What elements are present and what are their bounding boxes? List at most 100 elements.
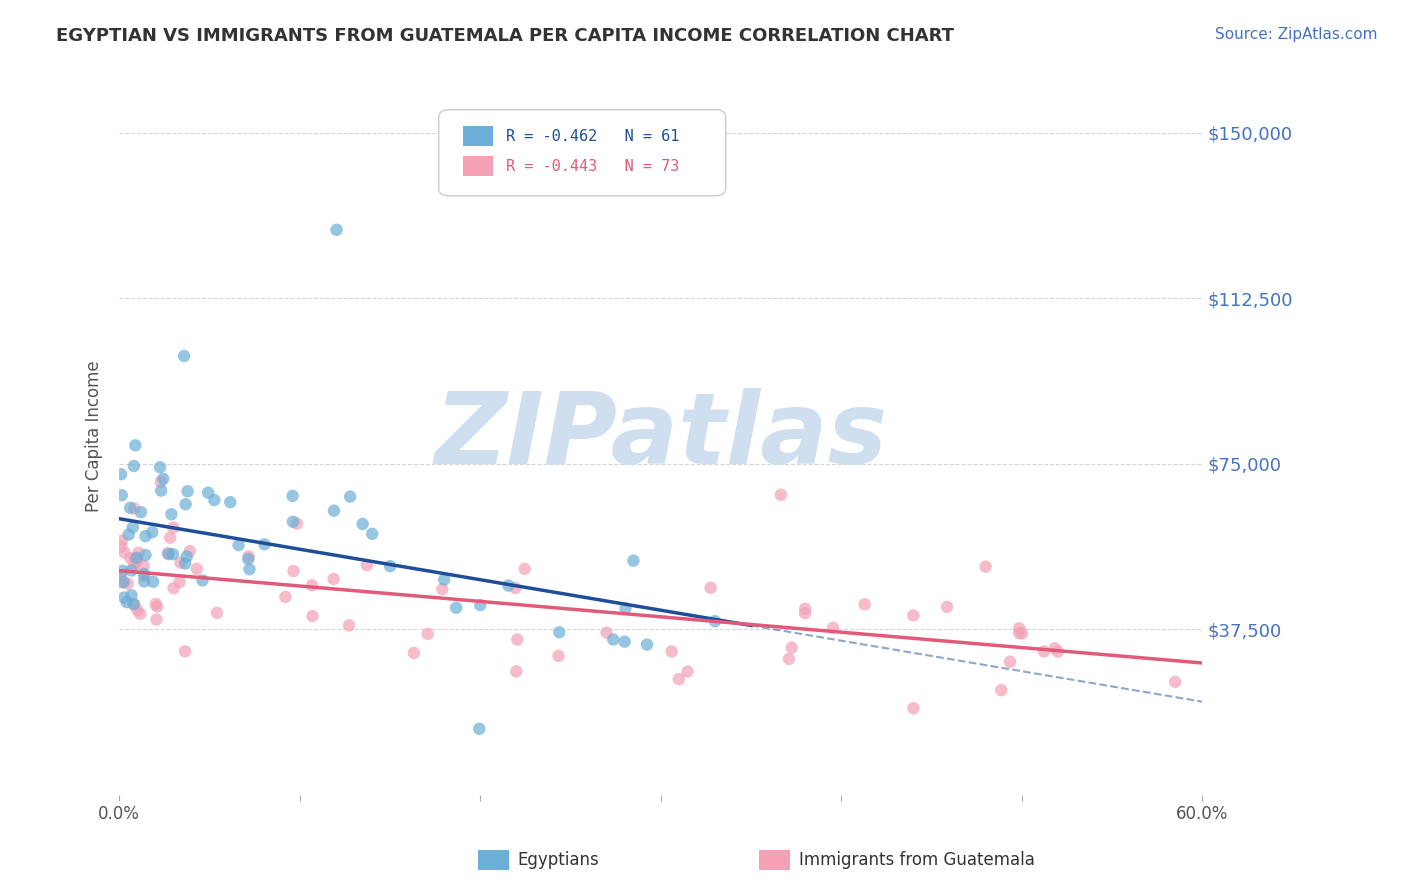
Point	[176, 484, 198, 499]
Point	[110, 540, 132, 554]
Point	[990, 683, 1012, 698]
Point	[179, 544, 201, 558]
Point	[186, 562, 208, 576]
Point	[281, 489, 304, 503]
Point	[322, 572, 344, 586]
Point	[110, 575, 132, 590]
Point	[595, 625, 617, 640]
Point	[134, 529, 156, 543]
Point	[122, 597, 145, 611]
Point	[301, 609, 323, 624]
Point	[253, 537, 276, 551]
Point	[121, 520, 143, 534]
Point	[156, 546, 179, 560]
Point	[274, 590, 297, 604]
Point	[769, 488, 792, 502]
FancyBboxPatch shape	[463, 156, 494, 177]
Point	[146, 599, 169, 614]
Point	[301, 578, 323, 592]
Point	[623, 554, 645, 568]
Point	[191, 574, 214, 588]
Point	[124, 552, 146, 566]
Point	[337, 618, 360, 632]
Point	[283, 564, 305, 578]
Point	[352, 516, 374, 531]
Point	[433, 573, 456, 587]
Point	[162, 547, 184, 561]
Point	[778, 652, 800, 666]
Point	[145, 597, 167, 611]
Point	[122, 458, 145, 473]
Text: EGYPTIAN VS IMMIGRANTS FROM GUATEMALA PER CAPITA INCOME CORRELATION CHART: EGYPTIAN VS IMMIGRANTS FROM GUATEMALA PE…	[56, 27, 955, 45]
Y-axis label: Per Capita Income: Per Capita Income	[86, 360, 103, 512]
Point	[202, 493, 225, 508]
Point	[145, 613, 167, 627]
Point	[339, 490, 361, 504]
Point	[129, 505, 152, 519]
Point	[152, 472, 174, 486]
Text: Source: ZipAtlas.com: Source: ZipAtlas.com	[1215, 27, 1378, 42]
Point	[506, 632, 529, 647]
Point	[703, 614, 725, 628]
Point	[115, 595, 138, 609]
Point	[169, 556, 191, 570]
Point	[661, 644, 683, 658]
Point	[1164, 674, 1187, 689]
Point	[470, 598, 492, 612]
Point	[117, 576, 139, 591]
Point	[238, 552, 260, 566]
Point	[794, 606, 817, 620]
Point	[142, 574, 165, 589]
Point	[134, 548, 156, 562]
Point	[361, 526, 384, 541]
Point	[112, 575, 135, 590]
Point	[160, 507, 183, 521]
Point	[444, 600, 467, 615]
Point	[228, 538, 250, 552]
Point	[1008, 621, 1031, 635]
Point	[1008, 626, 1031, 640]
Point	[1033, 644, 1056, 658]
Point	[936, 599, 959, 614]
Point	[356, 558, 378, 573]
Point	[176, 549, 198, 564]
Point	[1011, 626, 1033, 640]
Point	[468, 722, 491, 736]
Point	[432, 582, 454, 597]
Point	[416, 627, 439, 641]
Point	[118, 527, 141, 541]
Point	[505, 665, 527, 679]
Point	[134, 574, 156, 589]
Point	[132, 559, 155, 574]
Point	[323, 503, 346, 517]
Point	[238, 562, 260, 576]
Text: R = -0.462   N = 61: R = -0.462 N = 61	[506, 128, 679, 144]
Point	[122, 501, 145, 516]
Point	[111, 564, 134, 578]
Point	[173, 349, 195, 363]
Point	[197, 485, 219, 500]
Point	[378, 559, 401, 574]
Point	[325, 223, 347, 237]
Point	[132, 569, 155, 583]
Point	[853, 598, 876, 612]
Point	[124, 438, 146, 452]
Point	[903, 608, 925, 623]
Text: Egyptians: Egyptians	[517, 851, 599, 869]
Point	[402, 646, 425, 660]
Point	[547, 648, 569, 663]
Point	[1043, 641, 1066, 656]
Point	[613, 634, 636, 648]
Point	[676, 665, 699, 679]
Point	[903, 701, 925, 715]
Point	[129, 607, 152, 621]
Point	[823, 621, 845, 635]
FancyBboxPatch shape	[463, 127, 494, 146]
Point	[169, 575, 191, 590]
Point	[174, 497, 197, 511]
FancyBboxPatch shape	[439, 110, 725, 196]
Point	[602, 632, 624, 647]
Point	[125, 554, 148, 568]
Point	[111, 488, 134, 502]
Point	[112, 591, 135, 605]
